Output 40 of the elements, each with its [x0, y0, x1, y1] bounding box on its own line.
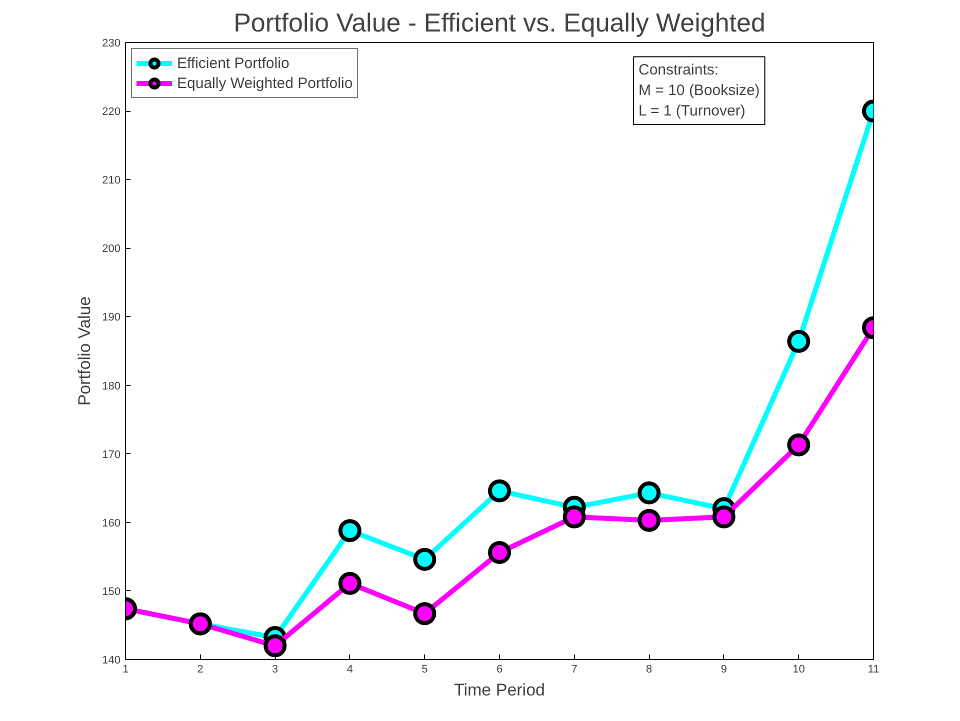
- y-tick-label: 170: [102, 448, 121, 461]
- y-tick-label: 200: [102, 243, 121, 256]
- point: [413, 602, 436, 626]
- y-tick-label: 190: [102, 312, 121, 324]
- y-tick-label: 180: [102, 380, 121, 392]
- annotation: Constraints: M = 10 (Booksize) L = 1 (Turnover): [638, 62, 760, 120]
- y-tick-label: 210: [102, 174, 121, 187]
- point: [488, 541, 511, 564]
- x-tick-label: 6: [496, 664, 503, 676]
- point: [338, 572, 362, 595]
- x-tick-label: 5: [422, 664, 428, 676]
- y-tick-label: 140: [102, 654, 121, 666]
- y-tick-label: 230: [102, 38, 121, 50]
- point: [638, 508, 661, 532]
- y-tick-label: 220: [102, 106, 121, 118]
- y-tick-label: 150: [102, 586, 121, 598]
- chart-title: Portfolio Value - Efficient vs. Equally Weighted: [234, 8, 766, 38]
- x-tick-label: 1: [122, 664, 129, 676]
- point: [264, 634, 287, 658]
- y-tick-label: 160: [102, 517, 121, 530]
- x-tick-label: 10: [792, 664, 805, 676]
- point: [787, 330, 810, 353]
- legend-label: Equally Weighted Portfolio: [177, 74, 353, 92]
- point: [562, 505, 586, 528]
- x-tick-label: 7: [571, 664, 578, 676]
- x-tick-label: 11: [868, 664, 880, 676]
- point: [638, 481, 661, 504]
- x-tick-label: 2: [197, 664, 204, 676]
- point: [712, 505, 736, 528]
- x-tick-label: 3: [272, 664, 278, 676]
- legend-label: Efficient Portfolio: [177, 54, 290, 72]
- x-tick-label: 4: [346, 664, 353, 676]
- point: [413, 548, 436, 571]
- x-tick-label: 8: [646, 664, 652, 676]
- point: [787, 433, 810, 456]
- y-axis-title: Portfolio Value: [75, 296, 94, 406]
- point: [488, 479, 511, 502]
- x-tick-label: 9: [720, 664, 727, 676]
- x-axis-title: Time Period: [454, 680, 546, 700]
- point: [338, 519, 362, 542]
